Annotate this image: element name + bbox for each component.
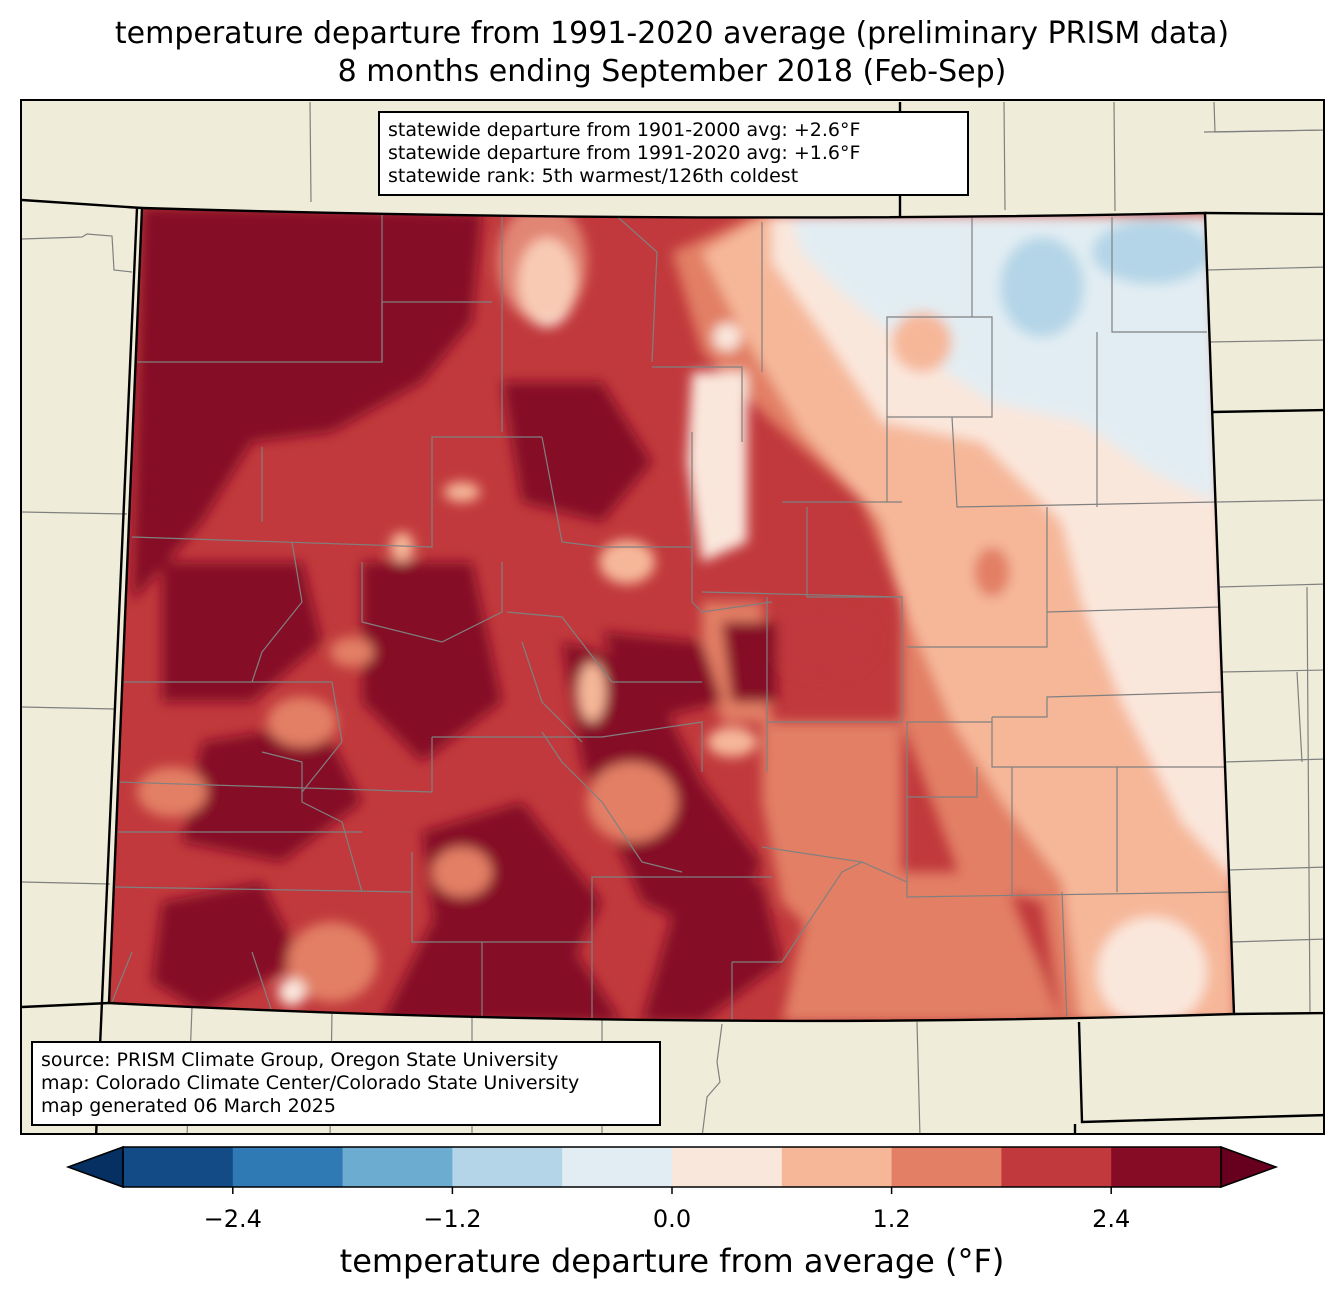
- colorbar-over-arrow: [1220, 1145, 1279, 1189]
- colorbar: [65, 1145, 1279, 1194]
- temperature-field: [109, 208, 1234, 1021]
- colorbar-tick-label: −1.2: [423, 1205, 482, 1233]
- map-panel: [20, 99, 1325, 1135]
- colorbar-bin-4: [562, 1147, 673, 1187]
- source-line-1: source: PRISM Climate Group, Oregon Stat…: [41, 1049, 559, 1071]
- stats-line-3: statewide rank: 5th warmest/126th coldes…: [388, 165, 799, 187]
- source-box: source: PRISM Climate Group, Oregon Stat…: [31, 1041, 661, 1126]
- stats-line-1: statewide departure from 1901-2000 avg: …: [388, 119, 861, 141]
- colorbar-bin-6: [781, 1147, 893, 1187]
- colorbar-bin-7: [891, 1147, 1002, 1187]
- statewide-stats-box: statewide departure from 1901-2000 avg: …: [378, 111, 969, 196]
- colorbar-bin-2: [342, 1147, 453, 1187]
- source-line-3: map generated 06 March 2025: [41, 1095, 336, 1117]
- colorado-state-outline: [107, 206, 1236, 1023]
- colorbar-bin-0: [123, 1147, 234, 1187]
- state-boundaries: [22, 102, 1323, 1133]
- colorbar-bin-3: [452, 1147, 563, 1187]
- colorbar-tick-label: −2.4: [203, 1205, 262, 1233]
- map-title-line-1: temperature departure from 1991-2020 ave…: [114, 16, 1230, 51]
- colorbar-under-arrow: [65, 1145, 124, 1189]
- colorado-map: [22, 101, 1323, 1133]
- source-line-2: map: Colorado Climate Center/Colorado St…: [41, 1072, 580, 1094]
- stats-line-2: statewide departure from 1991-2020 avg: …: [388, 142, 861, 164]
- colorbar-ticks: [232, 1187, 1112, 1194]
- colorbar-label: temperature departure from average (°F): [339, 1242, 1005, 1280]
- colorbar-tick-label: 0.0: [652, 1205, 692, 1233]
- colorbar-bin-9: [1111, 1147, 1222, 1187]
- colorbar-bin-8: [1001, 1147, 1112, 1187]
- colorbar-bin-5: [672, 1147, 783, 1187]
- colorbar-bin-1: [232, 1147, 344, 1187]
- colorbar-tick-label: 1.2: [872, 1205, 911, 1233]
- colorado-county-lines: [111, 211, 1233, 1021]
- colorbar-bins: [123, 1147, 1222, 1187]
- map-title-line-2: 8 months ending September 2018 (Feb-Sep): [337, 54, 1007, 89]
- colorbar-tick-label: 2.4: [1092, 1205, 1131, 1233]
